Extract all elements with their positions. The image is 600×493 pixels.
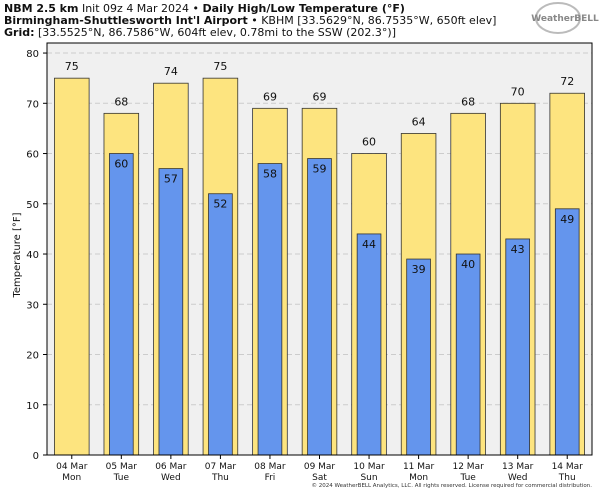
low-bar [257, 163, 283, 456]
y-tick-label: 30 [26, 300, 39, 311]
x-tick-label: 05 Mar [106, 462, 138, 472]
low-bar [109, 153, 134, 456]
chart-title: NBM 2.5 km Init 09z 4 Mar 2024 • Daily H… [4, 2, 405, 15]
high-label: 74 [164, 65, 178, 78]
station-name: Birmingham-Shuttlesworth Int'l Airport [4, 14, 248, 27]
x-tick-weekday: Tue [459, 473, 476, 483]
high-label: 75 [213, 60, 227, 73]
low-label: 58 [263, 168, 277, 181]
y-tick-label: 60 [26, 150, 39, 161]
x-tick-weekday: Sat [312, 473, 327, 483]
x-tick-weekday: Wed [161, 473, 181, 483]
high-label: 72 [560, 75, 574, 88]
plot-frame [46, 42, 593, 456]
footer: © 2024 WeatherBELL Analytics, LLC. All r… [312, 482, 593, 489]
high-bar [54, 77, 90, 456]
low-label: 57 [164, 173, 178, 186]
station-info: • KBHM [33.5629°N, 86.7535°W, 650ft elev… [248, 14, 497, 27]
x-tick-weekday: Mon [409, 473, 428, 483]
low-label: 44 [362, 238, 376, 251]
y-tick-label: 20 [26, 351, 39, 362]
x-tick-label: 14 Mar [552, 462, 584, 472]
high-label: 69 [263, 90, 277, 103]
grid-text: [33.5525°N, 86.7586°W, 604ft elev, 0.78m… [35, 26, 397, 39]
logo-ring [535, 2, 581, 34]
x-tick-weekday: Sun [360, 473, 377, 483]
low-label: 60 [114, 158, 128, 171]
low-bar [406, 258, 431, 456]
y-tick-label: 80 [26, 49, 39, 60]
low-label: 40 [461, 258, 475, 271]
title-init: Init 09z 4 Mar 2024 • [78, 2, 202, 15]
x-tick-label: 09 Mar [304, 462, 336, 472]
low-bar [208, 193, 233, 456]
x-tick-label: 06 Mar [155, 462, 187, 472]
x-tick-label: 08 Mar [254, 462, 286, 472]
low-label: 59 [313, 163, 327, 176]
high-label: 64 [412, 115, 426, 128]
logo: WeatherBELL [531, 14, 599, 24]
high-label: 68 [114, 95, 128, 108]
low-bar [307, 158, 332, 456]
x-tick-label: 07 Mar [205, 462, 237, 472]
low-bar [554, 208, 580, 456]
x-tick-label: 12 Mar [452, 462, 484, 472]
low-label: 43 [511, 243, 525, 256]
title-model: NBM 2.5 km [4, 2, 78, 15]
x-tick-weekday: Tue [113, 473, 130, 483]
x-tick-weekday: Fri [265, 473, 276, 483]
x-tick-label: 04 Mar [56, 462, 88, 472]
high-label: 68 [461, 95, 475, 108]
y-tick-label: 10 [26, 401, 39, 412]
low-label: 39 [412, 263, 426, 276]
y-axis-label: Temperature [°F] [12, 212, 23, 298]
title-product: Daily High/Low Temperature (°F) [203, 2, 405, 15]
x-tick-label: 13 Mar [502, 462, 534, 472]
y-tick-label: 40 [26, 250, 39, 261]
y-tick-label: 50 [26, 200, 39, 211]
x-tick-weekday: Wed [508, 473, 528, 483]
chart-subtitle: Birmingham-Shuttlesworth Int'l Airport •… [4, 14, 496, 27]
low-bar [455, 253, 481, 456]
high-label: 60 [362, 136, 376, 149]
x-tick-weekday: Thu [558, 473, 576, 483]
x-tick-weekday: Mon [62, 473, 81, 483]
low-bar [356, 233, 382, 456]
x-tick-label: 10 Mar [353, 462, 385, 472]
low-bar [158, 168, 184, 456]
grid-info: Grid: [33.5525°N, 86.7586°W, 604ft elev,… [4, 26, 396, 39]
grid-label: Grid: [4, 26, 35, 39]
y-tick-label: 0 [33, 451, 39, 462]
high-label: 75 [65, 60, 79, 73]
x-tick-label: 11 Mar [403, 462, 435, 472]
y-tick-label: 70 [26, 99, 39, 110]
low-bar [505, 238, 530, 456]
high-label: 69 [313, 90, 327, 103]
high-label: 70 [511, 85, 525, 98]
low-label: 52 [213, 198, 227, 211]
low-label: 49 [560, 213, 574, 226]
x-tick-weekday: Thu [211, 473, 229, 483]
